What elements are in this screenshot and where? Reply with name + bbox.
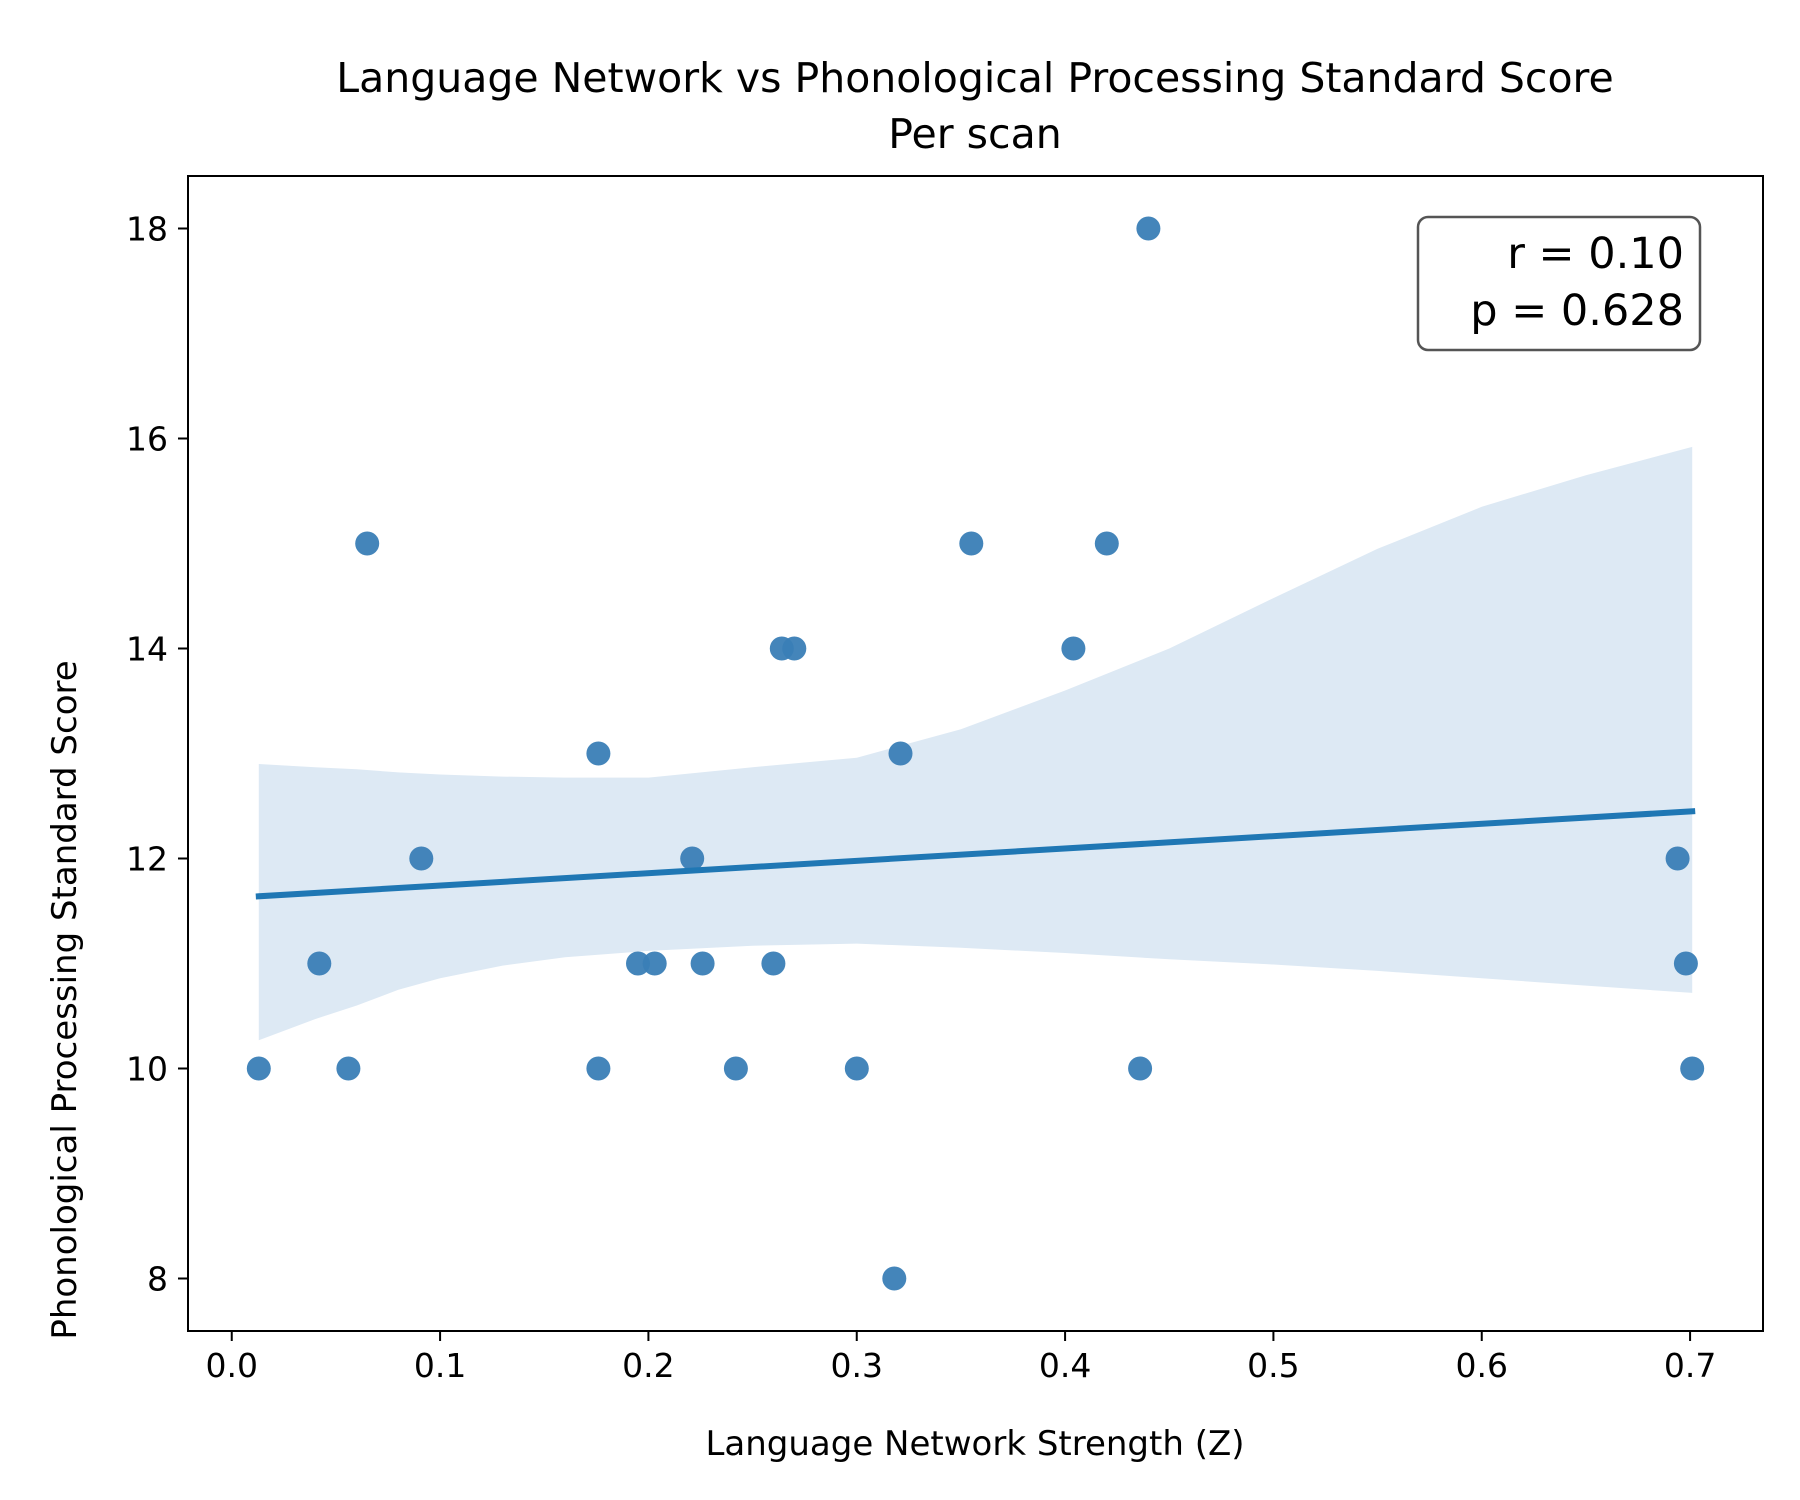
x-tick-label: 0.1: [414, 1346, 466, 1385]
data-point: [246, 1056, 271, 1081]
y-tick-label: 16: [126, 420, 168, 459]
data-point: [586, 1056, 611, 1081]
data-point: [1665, 846, 1690, 871]
data-point: [1680, 1056, 1705, 1081]
data-point: [882, 1266, 907, 1291]
data-point: [888, 741, 913, 766]
data-point: [690, 951, 715, 976]
data-point: [1061, 636, 1086, 661]
data-point: [723, 1056, 748, 1081]
y-tick-label: 18: [126, 210, 168, 249]
plot-frame: [187, 175, 1764, 1332]
chart-title: Language Network vs Phonological Process…: [336, 54, 1613, 102]
y-tick-label: 10: [126, 1050, 168, 1089]
data-point: [586, 741, 611, 766]
x-tick-label: 0.6: [1456, 1346, 1508, 1385]
confidence-band: [258, 446, 1693, 1041]
axes: 0.0 0.1 0.2 0.3 0.4 0.5 0.6 0.7 8 10 12 14 16 18: [126, 175, 1764, 1385]
x-tick-label: 0.3: [831, 1346, 883, 1385]
plot-area: [246, 216, 1705, 1291]
data-point: [844, 1056, 869, 1081]
data-point: [680, 846, 705, 871]
data-point: [409, 846, 434, 871]
stats-r-value: r = 0.10: [1507, 229, 1684, 279]
data-point: [782, 636, 807, 661]
regression-line: [255, 808, 1696, 900]
stats-p-value: p = 0.628: [1470, 286, 1684, 336]
x-tick-label: 0.4: [1039, 1346, 1091, 1385]
data-point: [1673, 951, 1698, 976]
data-point: [1094, 531, 1119, 556]
y-axis-label: Phonological Processing Standard Score: [45, 660, 85, 1339]
data-point: [336, 1056, 361, 1081]
y-tick-label: 8: [147, 1260, 168, 1299]
stats-annotation: r = 0.10 p = 0.628: [1416, 215, 1702, 352]
y-tick-label: 14: [126, 630, 168, 669]
data-point: [1128, 1056, 1153, 1081]
data-point: [626, 951, 650, 976]
y-tick-label: 12: [126, 840, 168, 879]
data-point: [355, 531, 380, 556]
data-point: [307, 951, 332, 976]
data-point: [642, 951, 667, 976]
x-tick-label: 0.0: [206, 1346, 258, 1385]
data-point: [761, 951, 786, 976]
x-axis-label: Language Network Strength (Z): [705, 1424, 1244, 1464]
data-point: [1136, 216, 1161, 241]
x-tick-label: 0.2: [622, 1346, 674, 1385]
data-point: [959, 531, 984, 556]
x-tick-label: 0.7: [1664, 1346, 1716, 1385]
x-tick-label: 0.5: [1247, 1346, 1299, 1385]
chart-subtitle: Per scan: [888, 110, 1061, 158]
stats-box: [1416, 215, 1702, 352]
